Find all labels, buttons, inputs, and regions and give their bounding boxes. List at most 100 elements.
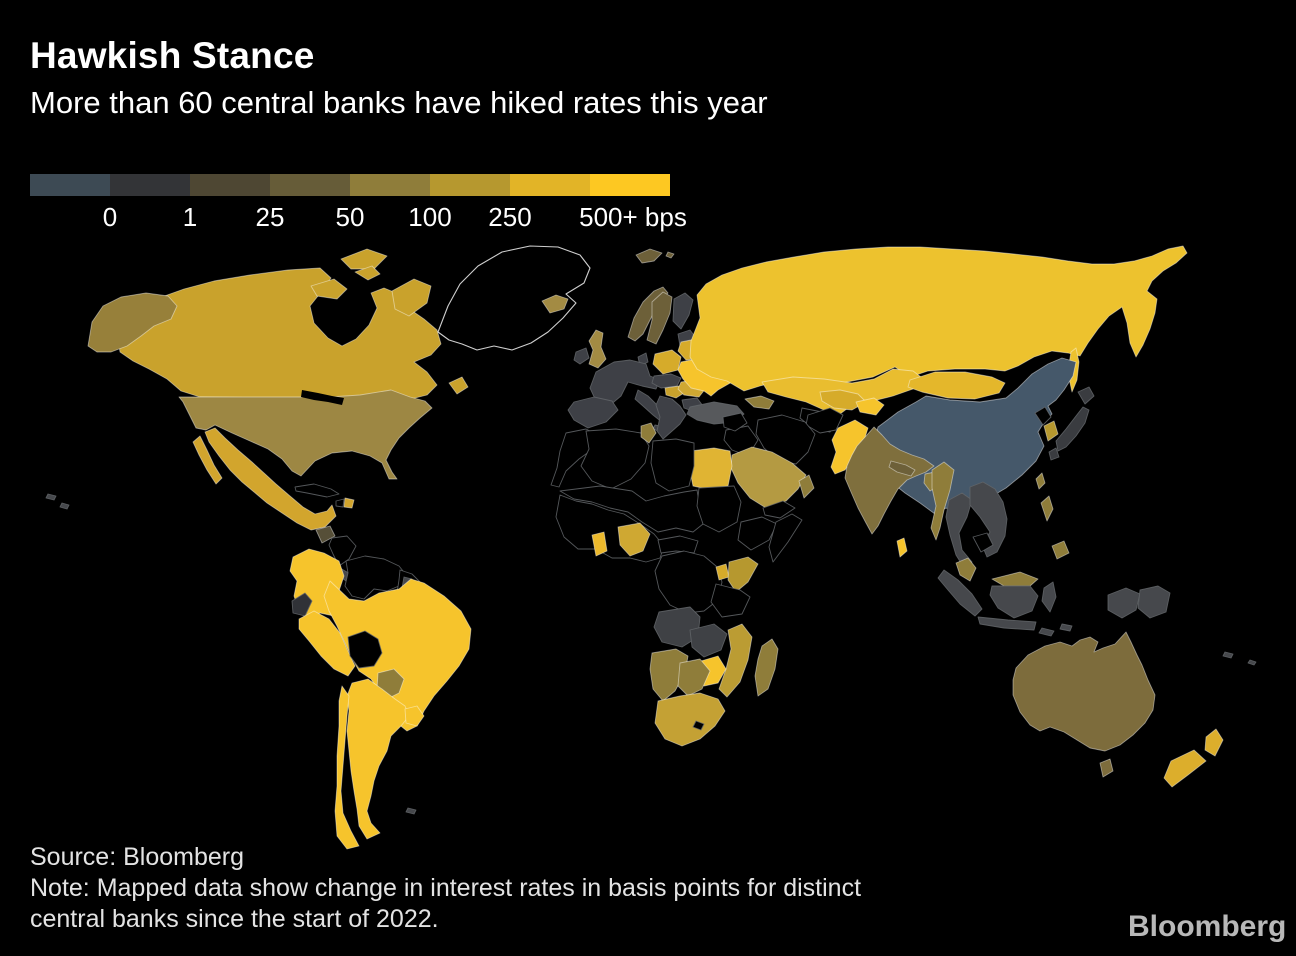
country-zambia bbox=[689, 623, 728, 658]
legend-label-1: 1 bbox=[182, 202, 198, 232]
legend-label-25: 25 bbox=[255, 202, 285, 232]
country-canada-baffin-island bbox=[391, 278, 432, 317]
country-sweden bbox=[646, 291, 673, 345]
country-canada-devon-island bbox=[354, 265, 381, 281]
legend-labels: 0 1 25 50 100 250 500+ bps bbox=[30, 202, 790, 234]
country-egypt bbox=[688, 447, 733, 490]
country-canada-newfoundland bbox=[448, 376, 469, 395]
source-line: Source: Bloomberg bbox=[30, 843, 245, 871]
country-nigeria bbox=[617, 522, 651, 557]
country-japan bbox=[1048, 386, 1095, 461]
country-philippines-luzon bbox=[1040, 495, 1054, 522]
islands-hawaii bbox=[45, 493, 70, 510]
islands-svalbard bbox=[635, 248, 675, 264]
country-sri-lanka bbox=[896, 537, 908, 558]
country-greenland bbox=[437, 245, 591, 351]
islands-falkland bbox=[405, 807, 417, 815]
islands-pacific bbox=[1222, 651, 1257, 666]
country-tunisia bbox=[640, 422, 657, 444]
island-sumatra bbox=[937, 569, 983, 617]
legend-swatch-100 bbox=[430, 174, 510, 196]
legend-swatches bbox=[30, 174, 670, 196]
country-south-korea bbox=[1043, 420, 1059, 442]
legend-label-250: 250 bbox=[488, 202, 532, 232]
chart-footer: Source: Bloomberg Note: Mapped data show… bbox=[30, 842, 861, 935]
country-cuba bbox=[294, 483, 340, 498]
island-tasmania bbox=[1099, 758, 1114, 778]
country-iceland bbox=[541, 294, 569, 314]
legend-swatch-250 bbox=[510, 174, 590, 196]
country-algeria bbox=[580, 428, 650, 490]
legend-label-500plus-bps: 500+ bps bbox=[579, 202, 687, 232]
country-brazil bbox=[323, 578, 472, 732]
region-west-papua bbox=[1107, 587, 1141, 619]
legend-label-100: 100 bbox=[408, 202, 452, 232]
islands-lesser-sunda bbox=[1038, 623, 1073, 637]
country-bolivia bbox=[347, 630, 383, 669]
country-malawi-mozambique bbox=[718, 623, 753, 698]
country-papua-new-guinea bbox=[1137, 585, 1171, 619]
country-oman bbox=[798, 474, 815, 499]
note-line-2: central banks since the start of 2022. bbox=[30, 905, 439, 933]
country-uruguay bbox=[404, 705, 425, 727]
country-myanmar bbox=[930, 461, 955, 541]
great-lakes bbox=[301, 390, 344, 405]
country-lesotho bbox=[692, 720, 705, 731]
country-canada-victoria-island bbox=[310, 278, 348, 300]
country-kyrgyzstan-tajikistan bbox=[855, 397, 885, 416]
country-peru bbox=[298, 610, 356, 677]
country-mexico bbox=[204, 427, 337, 531]
country-finland bbox=[672, 292, 694, 330]
country-india bbox=[844, 426, 935, 535]
region-alaska bbox=[87, 292, 178, 353]
country-ethiopia bbox=[737, 516, 778, 551]
legend-swatch-cut bbox=[30, 174, 110, 196]
country-saudi-arabia bbox=[730, 446, 807, 509]
legend-swatch-50 bbox=[350, 174, 430, 196]
country-poland bbox=[652, 349, 682, 375]
country-madagascar bbox=[754, 638, 779, 697]
country-ghana bbox=[591, 531, 608, 557]
color-scale-legend bbox=[30, 174, 670, 196]
country-somalia bbox=[768, 513, 803, 563]
country-mongolia bbox=[907, 371, 1006, 400]
country-north-korea bbox=[1034, 406, 1052, 426]
country-taiwan bbox=[1035, 472, 1046, 490]
legend-swatch-0 bbox=[110, 174, 190, 196]
legend-label-0: 0 bbox=[102, 202, 118, 232]
legend-swatch-1 bbox=[190, 174, 270, 196]
region-sahel bbox=[559, 485, 704, 533]
country-argentina bbox=[346, 678, 410, 840]
country-venezuela bbox=[344, 555, 408, 600]
legend-swatch-500plus bbox=[590, 174, 670, 196]
legend-swatch-25 bbox=[270, 174, 350, 196]
country-mexico-baja bbox=[192, 435, 223, 485]
region-balkans-greece bbox=[655, 395, 687, 440]
country-pakistan bbox=[830, 419, 869, 475]
country-russia bbox=[689, 245, 1188, 392]
country-chile bbox=[334, 685, 360, 850]
country-czechia-slovakia bbox=[651, 373, 682, 389]
country-nepal bbox=[888, 460, 916, 477]
chart-subtitle: More than 60 central banks have hiked ra… bbox=[30, 84, 768, 120]
region-malaysia-borneo bbox=[991, 571, 1039, 587]
chart-header: Hawkish Stance More than 60 central bank… bbox=[30, 35, 768, 120]
country-angola bbox=[653, 606, 701, 648]
bloomberg-logo: Bloomberg bbox=[1128, 910, 1287, 943]
country-ecuador bbox=[291, 592, 313, 617]
country-philippines-mindanao bbox=[1051, 540, 1070, 560]
country-dr-congo bbox=[654, 550, 723, 614]
country-botswana bbox=[677, 658, 711, 697]
country-honduras-nicaragua bbox=[328, 535, 357, 567]
country-libya bbox=[650, 438, 695, 492]
country-dominican-republic bbox=[343, 497, 355, 509]
country-usa bbox=[178, 389, 433, 480]
region-indonesia-borneo bbox=[989, 585, 1039, 619]
country-guatemala bbox=[315, 525, 336, 544]
island-java bbox=[977, 616, 1037, 631]
country-tanzania bbox=[710, 583, 751, 618]
country-new-zealand-south bbox=[1163, 749, 1207, 788]
country-malaysia-peninsular bbox=[955, 557, 977, 582]
